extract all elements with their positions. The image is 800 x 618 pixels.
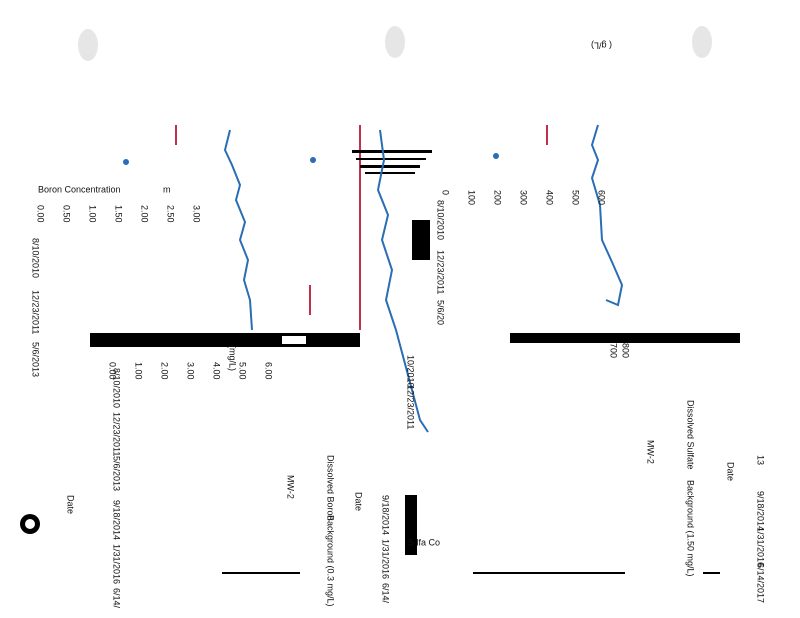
unit-fragment: m — [163, 184, 171, 194]
well-label: MW-2 — [286, 475, 296, 499]
date-label: 12/23/2011 — [406, 385, 416, 429]
tick-label: 6.00 — [264, 362, 274, 380]
axis-label: Date — [354, 492, 364, 511]
date-label: 9/18/2014 — [381, 495, 391, 535]
tick-label: 600 — [597, 190, 607, 205]
date-label: 10/2010 — [406, 355, 416, 388]
chart-title: Dissolved Sulfate — [686, 400, 696, 470]
legend-fragment: S lfa Co — [408, 537, 440, 547]
chart-title: Dissolved Boron — [326, 455, 336, 521]
tick-label: 0.00 — [108, 362, 118, 380]
date-label: 6/14/2017 — [756, 563, 766, 603]
date-label: 5/6/2013 — [112, 456, 122, 491]
background-label: Background (0.3 mg/L) — [326, 515, 336, 607]
unit: (mg/L) — [228, 345, 238, 371]
date-label: 6/14/ — [112, 588, 122, 609]
date-label: 8/10/2010 — [112, 368, 122, 408]
background-label: Background (1.50 mg/L) — [686, 480, 696, 577]
tick-label: 700 — [609, 343, 619, 358]
tick-label: 0 — [441, 190, 451, 195]
tick-label: 0.50 — [62, 205, 72, 223]
tick-label: 200 — [493, 190, 503, 205]
legend-label: Boron Concentration — [38, 184, 121, 194]
date-label: 9/18/2014 — [756, 491, 766, 531]
date-label: 1/31/2016 — [381, 539, 391, 579]
date-label: 6/14/ — [381, 583, 391, 604]
tick-label: 2.00 — [140, 205, 150, 223]
date-label: 5/6/20 — [436, 300, 446, 325]
well-label: MW-2 — [646, 440, 656, 464]
unit: ( g/L) — [591, 41, 612, 51]
date-label: 1/31/2016 — [756, 527, 766, 567]
tick-label: 3.00 — [192, 205, 202, 223]
tick-label: 1.00 — [88, 205, 98, 223]
date-label: 12/23/2011 — [31, 290, 41, 334]
tick-label: 500 — [571, 190, 581, 205]
tick-label: 800 — [621, 343, 631, 358]
date-label: 12/23/2011 — [112, 412, 122, 456]
date-label: 1/31/2016 — [112, 544, 122, 584]
axis-label: Date — [66, 495, 76, 514]
tick-label: 400 — [545, 190, 555, 205]
date-label: 9/18/2014 — [112, 500, 122, 540]
tick-label: 1.50 — [114, 205, 124, 223]
decorations — [20, 26, 740, 574]
tick-label: 0.00 — [36, 205, 46, 223]
tick-label: 4.00 — [212, 362, 222, 380]
tick-label: 100 — [467, 190, 477, 205]
date-label: 12/23/2011 — [436, 250, 446, 294]
date-label: 8/10/2010 — [31, 238, 41, 278]
tick-label: 2.00 — [160, 362, 170, 380]
tick-label: 3.00 — [186, 362, 196, 380]
date-label: 8/10/2010 — [436, 200, 446, 240]
tick-label: 5.00 — [238, 362, 248, 380]
tick-label: 1.00 — [134, 362, 144, 380]
date-label: 13 — [756, 455, 766, 465]
tick-label: 300 — [519, 190, 529, 205]
axis-label: Date — [726, 462, 736, 481]
tick-label: 2.50 — [166, 205, 176, 223]
date-label: 5/6/2013 — [31, 342, 41, 377]
